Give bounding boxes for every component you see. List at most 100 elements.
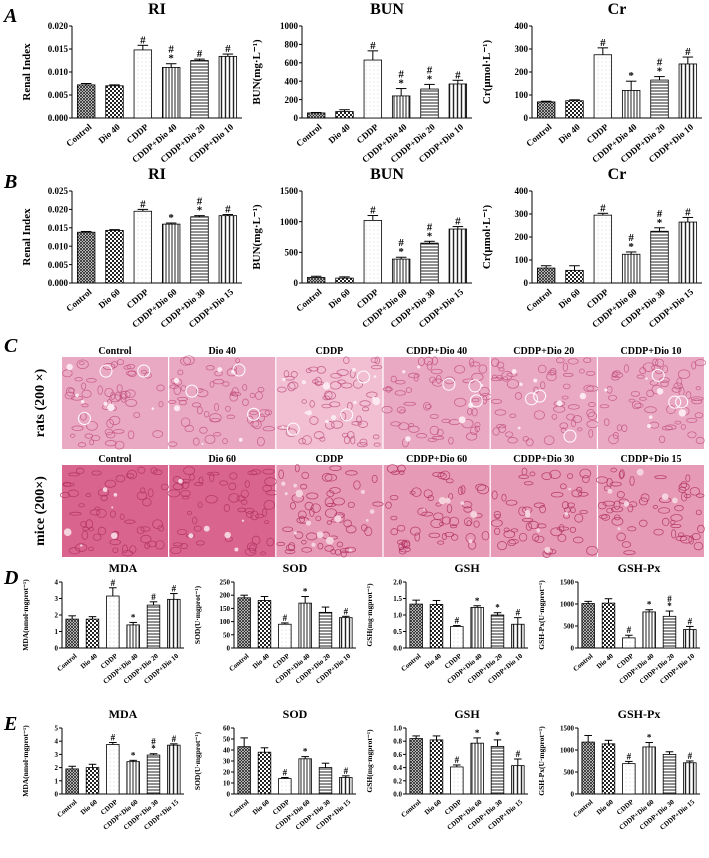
tubule xyxy=(325,421,335,430)
y-tick-label: 0 xyxy=(524,278,529,288)
bar xyxy=(622,763,636,795)
tubule xyxy=(283,370,290,378)
tubule xyxy=(350,435,356,445)
tubule xyxy=(588,429,594,438)
tubule xyxy=(555,357,565,364)
tubule xyxy=(691,361,697,370)
tubule xyxy=(124,389,136,398)
tubule xyxy=(177,369,184,376)
lumen xyxy=(217,367,223,373)
lumen xyxy=(636,468,644,476)
tubule xyxy=(490,519,503,527)
y-tick-label: 300 xyxy=(515,44,529,54)
error-bar xyxy=(625,760,633,764)
y-tick-label: 100 xyxy=(220,618,231,626)
x-tick-label: Control xyxy=(572,798,595,819)
tubule xyxy=(160,483,169,491)
y-tick-label: 1000 xyxy=(560,600,575,608)
image-label: CDDP+Dio 20 xyxy=(513,346,574,357)
bar xyxy=(85,767,100,795)
chart-title: SOD xyxy=(283,561,308,575)
bar xyxy=(650,230,669,284)
tubule xyxy=(69,511,82,516)
lumen xyxy=(241,519,245,522)
tubule xyxy=(306,492,319,500)
tubule xyxy=(228,482,237,491)
bar xyxy=(470,742,484,795)
tubule xyxy=(126,469,138,480)
tubule xyxy=(147,488,154,498)
y-tick-label: 5 xyxy=(55,724,59,732)
tubule xyxy=(300,483,308,490)
tubule xyxy=(224,405,231,412)
tubule xyxy=(438,521,445,527)
error-bar xyxy=(625,251,637,255)
y-tick-label: 0 xyxy=(571,644,575,652)
tubule xyxy=(257,386,265,393)
tubule xyxy=(189,473,195,481)
tubule xyxy=(579,368,585,374)
tubule xyxy=(329,401,341,408)
bar xyxy=(650,79,669,119)
glomerulus xyxy=(232,363,246,377)
tubule xyxy=(340,550,347,558)
error-bar xyxy=(137,44,149,50)
tubule xyxy=(550,491,564,498)
tubule xyxy=(242,384,248,391)
tubule xyxy=(427,495,435,501)
tubule xyxy=(610,506,624,513)
tubule xyxy=(78,503,85,508)
error-bar xyxy=(665,751,674,755)
y-axis-label: BUN(mg·L⁻¹) xyxy=(251,204,263,270)
tubule xyxy=(462,378,475,384)
tubule xyxy=(68,387,75,394)
tubule xyxy=(571,489,583,498)
error-bar xyxy=(109,742,117,745)
tubule xyxy=(301,539,307,545)
error-bar xyxy=(424,240,435,244)
x-tick-label: Dio 40 xyxy=(557,121,583,145)
tubule xyxy=(152,430,164,438)
tubule xyxy=(264,409,273,416)
lumen xyxy=(102,487,108,493)
lumen xyxy=(327,383,330,387)
tubule xyxy=(332,497,345,506)
significance-marker: # xyxy=(628,232,634,244)
tubule xyxy=(183,355,195,366)
tubule xyxy=(471,408,478,417)
tubule xyxy=(345,470,358,476)
lumen xyxy=(556,400,563,407)
bar xyxy=(450,626,464,649)
tubule xyxy=(577,491,589,497)
significance-marker: * xyxy=(495,603,500,613)
tubule xyxy=(630,390,641,397)
y-tick-label: 1.0 xyxy=(393,611,402,619)
tubule xyxy=(398,422,410,431)
image-label: Dio 40 xyxy=(208,346,236,357)
tubule xyxy=(192,516,198,525)
tubule xyxy=(395,379,406,385)
error-bar xyxy=(68,615,76,620)
tubule xyxy=(237,507,247,513)
tubule xyxy=(695,386,701,391)
tubule xyxy=(330,420,343,429)
tubule xyxy=(430,368,443,375)
tubule xyxy=(296,516,310,524)
tubule xyxy=(325,503,336,508)
significance-marker: * xyxy=(495,730,500,740)
lumen xyxy=(533,378,538,383)
tubule xyxy=(288,381,299,390)
tubule xyxy=(541,472,553,480)
tubule xyxy=(636,374,645,379)
x-tick-label: Dio 40 xyxy=(251,652,271,671)
tubule xyxy=(440,470,451,481)
tubule xyxy=(661,425,673,431)
tubule xyxy=(88,526,94,532)
tubule xyxy=(660,380,669,388)
bar xyxy=(76,231,96,284)
bar xyxy=(683,629,697,649)
tubule xyxy=(569,526,577,533)
x-tick-label: Control xyxy=(64,286,94,313)
tubule xyxy=(140,526,151,532)
significance-marker: # xyxy=(111,733,116,743)
